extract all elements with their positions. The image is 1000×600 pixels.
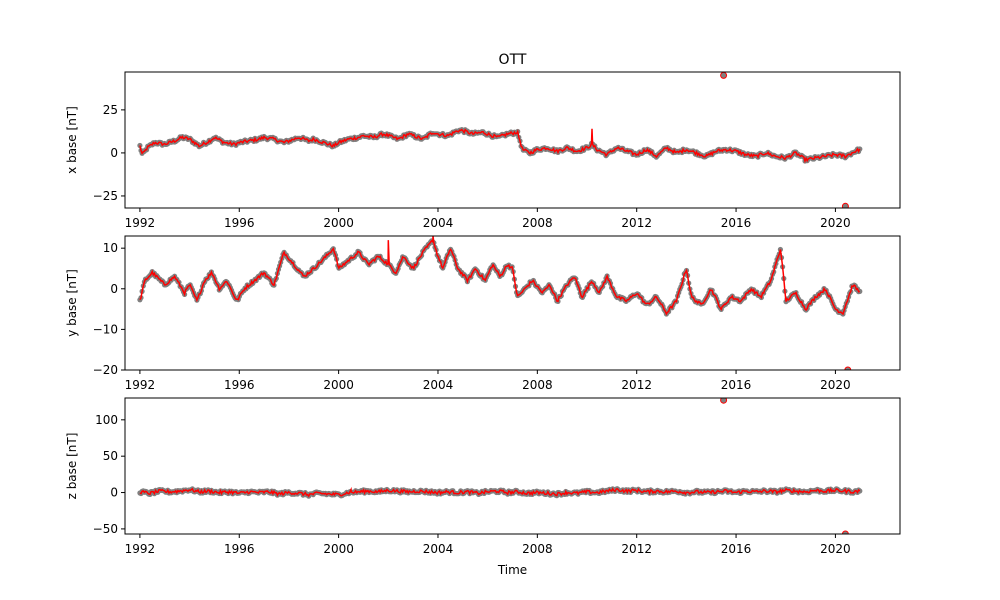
panels: 1992 1996 2000 2004 2008 2012 2016 2020 −25 0 25 x … — [65, 71, 901, 556]
x-tick-label: 2008 — [522, 542, 553, 556]
x-tick-label: 2004 — [423, 542, 454, 556]
outlier-point — [841, 530, 849, 534]
x-tick-label: 1992 — [125, 542, 156, 556]
x-tick-label: 2000 — [323, 216, 354, 230]
x-axis-label: Time — [497, 563, 527, 577]
x-tick-label: 2008 — [522, 378, 553, 392]
y-axis-label: y base [nT] — [65, 269, 79, 337]
y-tick-label: −10 — [93, 322, 118, 336]
x-tick-label: 1992 — [125, 378, 156, 392]
x-tick-label: 2012 — [621, 378, 652, 392]
outlier-point — [841, 202, 849, 208]
series-line — [139, 128, 861, 164]
panel-3: 1992 1996 2000 2004 2008 2012 2016 2020 −50 0 50 10… — [65, 397, 901, 556]
plot-area — [137, 398, 863, 534]
y-tick-label: −25 — [93, 189, 118, 203]
x-tick-label: 1996 — [224, 542, 255, 556]
y-tick-label: 100 — [95, 413, 118, 427]
series-line — [139, 236, 860, 316]
x-tick-label: 2016 — [721, 378, 752, 392]
x-tick-label: 2000 — [323, 542, 354, 556]
y-axis-label: z base [nT] — [65, 433, 79, 500]
outlier-point — [844, 366, 852, 370]
x-tick-label: 2008 — [522, 216, 553, 230]
x-tick-label: 1992 — [125, 216, 156, 230]
y-tick-label: 0 — [110, 486, 118, 500]
y-tick-label: −50 — [93, 522, 118, 536]
panel-2: 1992 1996 2000 2004 2008 2012 2016 2020 −20 −10 0 1… — [65, 235, 901, 392]
series-line — [139, 486, 861, 498]
x-tick-label: 1996 — [224, 216, 255, 230]
x-tick-label: 2004 — [423, 378, 454, 392]
y-axis-label: x base [nT] — [65, 106, 79, 174]
x-tick-label: 2000 — [323, 378, 354, 392]
y-tick-label: 0 — [110, 282, 118, 296]
axes-frame — [124, 397, 901, 535]
outlier-point — [720, 72, 728, 79]
outlier-point — [720, 398, 728, 404]
axes-frame — [124, 71, 901, 209]
y-tick-label: 0 — [110, 146, 118, 160]
axes-frame — [124, 235, 901, 371]
panel-1: 1992 1996 2000 2004 2008 2012 2016 2020 −25 0 25 x … — [65, 71, 901, 230]
x-tick-label: 2012 — [621, 216, 652, 230]
x-tick-label: 2012 — [621, 542, 652, 556]
y-tick-label: 50 — [103, 449, 118, 463]
x-tick-label: 1996 — [224, 378, 255, 392]
x-tick-label: 2020 — [820, 378, 851, 392]
x-tick-label: 2016 — [721, 542, 752, 556]
chart-title: OTT — [499, 52, 527, 68]
x-tick-label: 2016 — [721, 216, 752, 230]
x-tick-label: 2020 — [820, 216, 851, 230]
plot-area — [137, 72, 863, 208]
y-tick-label: 25 — [103, 103, 118, 117]
y-tick-label: −20 — [93, 363, 118, 377]
x-tick-label: 2004 — [423, 216, 454, 230]
y-tick-label: 10 — [103, 241, 118, 255]
plot-area — [137, 236, 863, 370]
x-tick-label: 2020 — [820, 542, 851, 556]
